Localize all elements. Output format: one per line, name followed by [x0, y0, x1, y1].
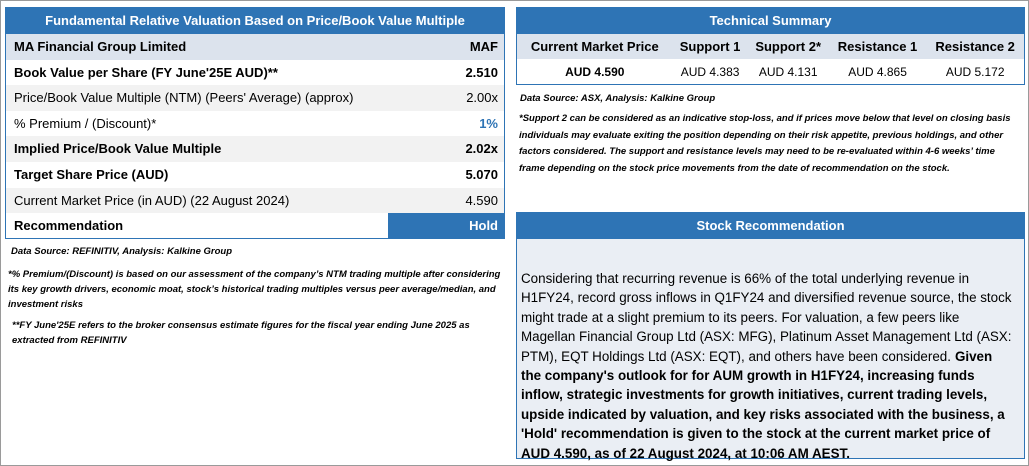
row-label: Target Share Price (AUD)	[14, 166, 169, 182]
table-title: Fundamental Relative Valuation Based on …	[6, 8, 504, 34]
footnote: *% Premium/(Discount) is based on our as…	[8, 269, 501, 310]
technical-table: Current Market Price Support 1 Support 2…	[517, 34, 1024, 84]
recommendation-title: Stock Recommendation	[517, 213, 1024, 239]
technical-header: Current Market Price Support 1 Support 2…	[517, 34, 1024, 59]
row-value: 1%	[479, 115, 498, 131]
technical-row: AUD 4.590 AUD 4.383 AUD 4.131 AUD 4.865 …	[517, 59, 1024, 84]
value-cell: AUD 5.172	[945, 64, 1005, 79]
table-row: Implied Price/Book Value Multiple 2.02x	[6, 136, 504, 162]
row-value: 4.590	[465, 192, 498, 208]
text-normal: Considering that recurring revenue is 66…	[521, 271, 1012, 364]
technical-summary: Technical Summary Current Market Price S…	[516, 7, 1025, 85]
table-row: Book Value per Share (FY June'25E AUD)**…	[6, 60, 504, 86]
row-value: 2.00x	[466, 90, 498, 106]
value-cell: AUD 4.590	[565, 64, 625, 79]
row-label: Current Market Price (in AUD) (22 August…	[14, 192, 290, 208]
row-label: Implied Price/Book Value Multiple	[14, 141, 222, 157]
footnote: **FY June'25E refers to the broker conse…	[12, 320, 470, 346]
value-cell: AUD 4.383	[680, 64, 740, 79]
table-row: Recommendation Hold	[6, 213, 504, 239]
header-cell: Support 2*	[755, 39, 822, 54]
value-cell: AUD 4.131	[758, 64, 818, 79]
row-value: 2.510	[465, 64, 498, 80]
table-row: Price/Book Value Multiple (NTM) (Peers' …	[6, 85, 504, 111]
footnote: *Support 2 can be considered as an indic…	[519, 113, 1011, 174]
table-row: Target Share Price (AUD) 5.070	[6, 162, 504, 188]
value-cell: AUD 4.865	[848, 64, 907, 79]
row-label: Price/Book Value Multiple (NTM) (Peers' …	[14, 90, 354, 106]
text-bold: Given the company's outlook for for AUM …	[521, 348, 1005, 461]
header-cell: Support 1	[679, 39, 741, 54]
recommendation-value: Hold	[388, 213, 504, 239]
ticker: MAF	[469, 39, 498, 54]
recommendation-text: Considering that recurring revenue is 66…	[521, 269, 1014, 463]
row-label: Book Value per Share (FY June'25E AUD)**	[14, 64, 278, 80]
row-value: 5.070	[465, 166, 498, 182]
table-header: MA Financial Group Limited MAF	[6, 34, 504, 60]
stock-recommendation: Stock Recommendation Considering that re…	[516, 212, 1025, 461]
source-note: Data Source: ASX, Analysis: Kalkine Grou…	[520, 93, 716, 104]
valuation-table: Fundamental Relative Valuation Based on …	[5, 7, 505, 239]
row-label: % Premium / (Discount)*	[14, 115, 157, 131]
technical-title: Technical Summary	[517, 8, 1024, 34]
row-value: 2.02x	[465, 141, 498, 157]
header-cell: Current Market Price	[530, 39, 659, 54]
row-label: Recommendation	[14, 218, 124, 234]
table-row: Current Market Price (in AUD) (22 August…	[6, 187, 504, 214]
table-row: % Premium / (Discount)* 1%	[6, 111, 504, 137]
header-cell: Resistance 1	[837, 39, 918, 54]
source-note: Data Source: REFINITIV, Analysis: Kalkin…	[11, 246, 233, 257]
header-cell: Resistance 2	[935, 39, 1015, 54]
company-name: MA Financial Group Limited	[14, 39, 187, 54]
